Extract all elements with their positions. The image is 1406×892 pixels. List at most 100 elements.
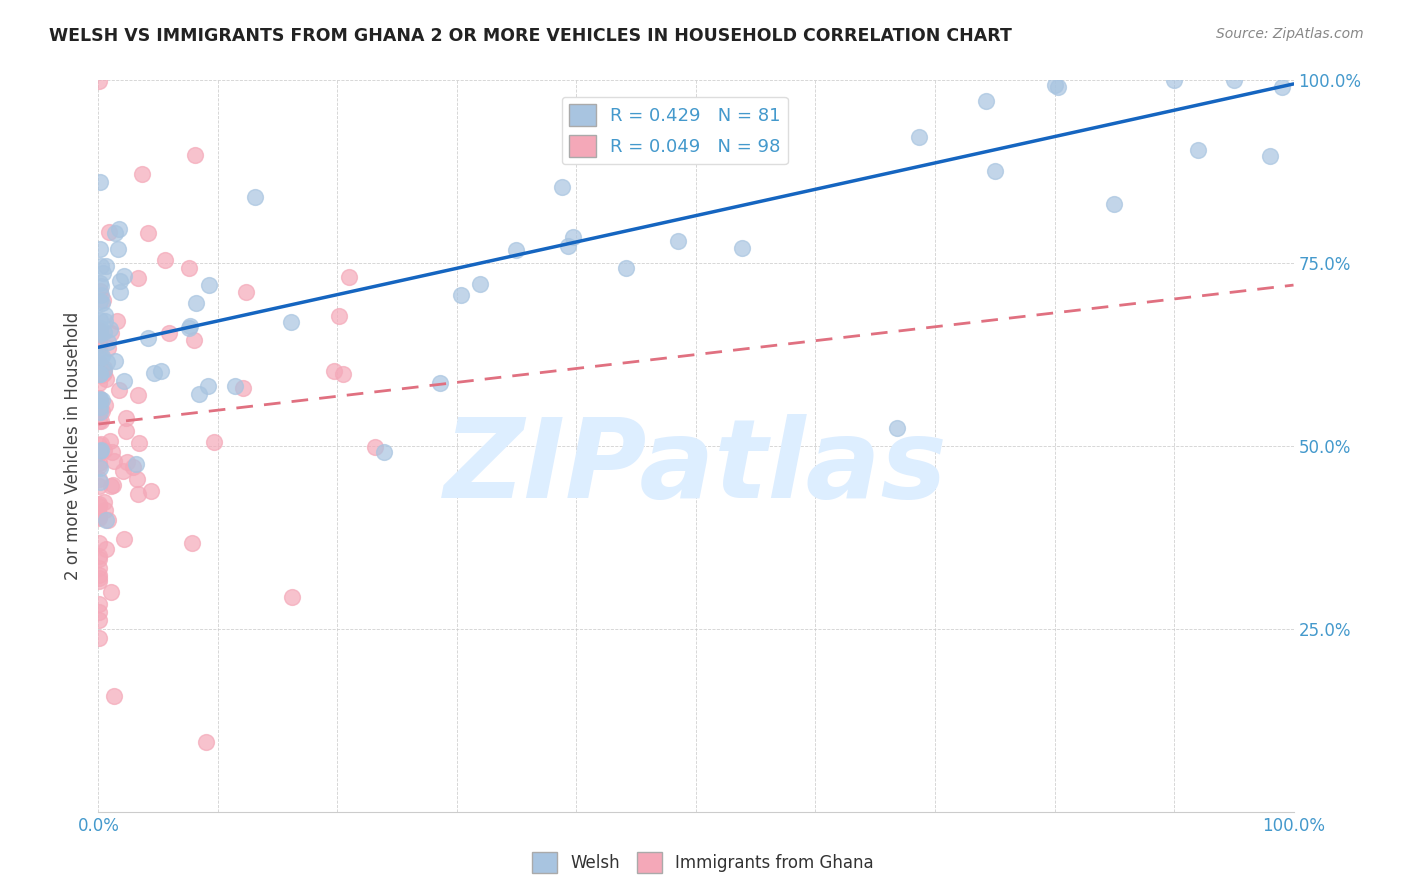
Point	[89, 351, 111, 365]
Point	[100, 585, 122, 599]
Point	[87, 472, 110, 486]
Point	[89, 613, 111, 627]
Point	[89, 444, 111, 458]
Point	[198, 278, 221, 293]
Point	[93, 361, 115, 376]
Point	[89, 392, 111, 407]
Point	[907, 129, 929, 144]
Point	[90, 404, 112, 418]
Point	[322, 364, 344, 378]
Point	[127, 388, 149, 402]
Point	[89, 403, 111, 417]
Point	[98, 225, 121, 239]
Point	[87, 597, 110, 611]
Point	[98, 321, 121, 335]
Point	[93, 494, 115, 508]
Point	[89, 574, 111, 589]
Point	[107, 242, 129, 256]
Point	[557, 238, 579, 252]
Point	[114, 411, 136, 425]
Point	[184, 147, 207, 161]
Point	[1043, 78, 1066, 92]
Point	[184, 296, 207, 310]
Point	[89, 368, 111, 382]
Text: Source: ZipAtlas.com: Source: ZipAtlas.com	[1216, 27, 1364, 41]
Point	[141, 483, 163, 498]
Point	[108, 383, 131, 397]
Text: WELSH VS IMMIGRANTS FROM GHANA 2 OR MORE VEHICLES IN HOUSEHOLD CORRELATION CHART: WELSH VS IMMIGRANTS FROM GHANA 2 OR MORE…	[49, 27, 1012, 45]
Y-axis label: 2 or more Vehicles in Household: 2 or more Vehicles in Household	[65, 312, 83, 580]
Point	[90, 368, 112, 382]
Point	[87, 414, 110, 428]
Point	[180, 536, 202, 550]
Point	[505, 244, 527, 258]
Point	[94, 503, 117, 517]
Point	[111, 464, 134, 478]
Point	[89, 460, 111, 475]
Point	[91, 296, 114, 310]
Point	[179, 319, 201, 334]
Point	[105, 314, 128, 328]
Point	[89, 284, 111, 298]
Point	[89, 459, 111, 474]
Point	[364, 440, 387, 454]
Point	[204, 435, 226, 450]
Point	[159, 326, 181, 340]
Point	[89, 276, 111, 290]
Point	[561, 229, 583, 244]
Point	[614, 261, 637, 276]
Point	[87, 568, 110, 582]
Point	[87, 335, 110, 350]
Point	[108, 285, 131, 300]
Point	[89, 320, 111, 334]
Point	[125, 472, 148, 486]
Point	[89, 400, 111, 414]
Point	[280, 314, 302, 328]
Point	[96, 355, 118, 369]
Point	[194, 735, 217, 749]
Point	[1163, 73, 1185, 87]
Point	[731, 241, 754, 255]
Point	[886, 421, 908, 435]
Point	[91, 349, 114, 363]
Point	[87, 323, 110, 337]
Point	[666, 234, 689, 248]
Point	[104, 353, 127, 368]
Point	[1187, 143, 1209, 157]
Point	[94, 259, 117, 273]
Point	[89, 242, 111, 256]
Point	[112, 533, 135, 547]
Point	[93, 443, 115, 458]
Point	[1223, 73, 1246, 87]
Point	[97, 335, 120, 350]
Point	[91, 393, 114, 408]
Point	[122, 460, 145, 475]
Point	[90, 414, 112, 428]
Point	[96, 542, 118, 557]
Point	[89, 348, 111, 362]
Point	[89, 475, 111, 489]
Point	[87, 391, 110, 405]
Point	[89, 368, 111, 382]
Point	[89, 444, 111, 458]
Legend: R = 0.429   N = 81, R = 0.049   N = 98: R = 0.429 N = 81, R = 0.049 N = 98	[561, 96, 787, 164]
Point	[90, 259, 112, 273]
Point	[87, 631, 110, 645]
Point	[89, 313, 111, 327]
Point	[108, 221, 131, 235]
Text: ZIPatlas: ZIPatlas	[444, 415, 948, 522]
Point	[93, 325, 115, 339]
Point	[697, 113, 720, 128]
Point	[974, 95, 997, 109]
Point	[243, 190, 266, 204]
Point	[89, 445, 111, 459]
Point	[89, 325, 111, 339]
Point	[149, 364, 172, 378]
Point	[87, 74, 110, 88]
Point	[128, 435, 150, 450]
Point	[177, 320, 200, 334]
Point	[87, 509, 110, 524]
Point	[1271, 80, 1294, 95]
Point	[450, 287, 472, 301]
Point	[87, 376, 110, 391]
